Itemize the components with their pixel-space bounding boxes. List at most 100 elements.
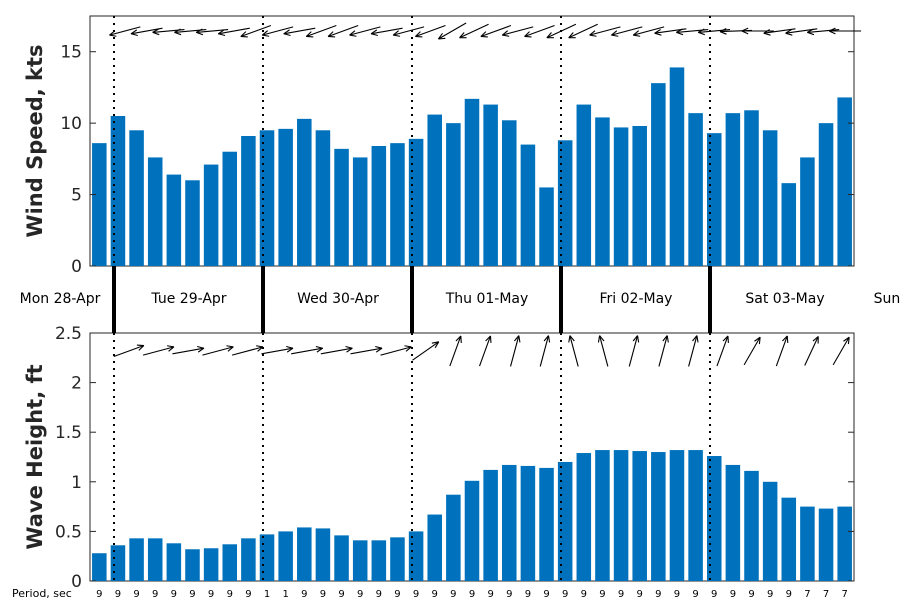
wind-y-axis-label: Wind Speed, kts [23, 44, 47, 237]
period-value: 9 [320, 589, 326, 600]
wind-bar [464, 98, 480, 266]
period-value: 9 [786, 589, 792, 600]
wind-direction-arrow [568, 23, 598, 39]
period-value: 9 [394, 589, 400, 600]
wave-direction-arrow [142, 345, 175, 356]
wave-bar [837, 506, 852, 581]
period-value: 9 [487, 589, 493, 600]
day-label: Sat 03-May [745, 291, 824, 307]
period-value: 9 [376, 589, 382, 600]
wind-direction-arrow [305, 25, 337, 38]
period-value: 9 [711, 589, 717, 600]
wave-bar [595, 450, 610, 581]
period-value: 9 [133, 589, 139, 600]
wave-direction-arrow [380, 345, 412, 356]
period-value: 9 [208, 589, 214, 600]
period-value: 9 [655, 589, 661, 600]
wind-direction-arrow [524, 25, 555, 38]
wind-bar [222, 151, 238, 266]
wave-direction-arrow [113, 344, 145, 357]
wave-bar [110, 545, 126, 581]
wave-direction-arrow [479, 335, 492, 367]
wind-bar [818, 123, 834, 266]
period-value: 9 [618, 589, 624, 600]
wave-direction-arrow [320, 345, 353, 355]
period-value: 9 [562, 589, 568, 600]
wind-bar [651, 83, 666, 266]
wind-direction-arrow [349, 26, 381, 37]
period-value: 9 [599, 589, 605, 600]
wave-bar [464, 480, 480, 581]
wind-bar [613, 127, 629, 267]
wave-bar [278, 531, 293, 581]
wind-bar [371, 146, 387, 266]
wind-bar [576, 104, 592, 266]
period-value: 9 [96, 589, 102, 600]
wave-direction-arrow [804, 336, 819, 366]
day-label: Thu 01-May [445, 291, 529, 307]
wind-bar [129, 130, 144, 266]
wave-bar [539, 467, 554, 581]
wave-height-panel: 0 0.5 1 1.5 2 2.5 Wave Height, ft [23, 324, 855, 592]
period-value: 9 [152, 589, 158, 600]
wind-bar [185, 180, 200, 266]
wind-ytick-label: 15 [60, 43, 82, 63]
wind-bar [334, 148, 349, 266]
day-label: Tue 29-Apr [150, 291, 226, 307]
wave-direction-arrow [597, 335, 609, 367]
wind-direction-arrow [611, 26, 643, 37]
wind-bar [278, 128, 293, 266]
wave-direction-arrow [628, 335, 640, 367]
wave-bar [203, 548, 219, 581]
wind-direction-arrow [697, 28, 731, 36]
period-value: 9 [506, 589, 512, 600]
wind-direction-arrow [741, 27, 774, 35]
wind-direction-arrow [217, 27, 250, 37]
wave-direction-arrow [261, 345, 294, 355]
wave-ytick-label: 1.5 [55, 423, 82, 443]
wind-bar [203, 164, 219, 266]
wind-bar [539, 187, 554, 266]
wave-bar [259, 534, 275, 581]
period-row: Period, sec 9 9 9 9 9 9 9 9 9 1 1 9 9 9 9 9 9 9 9 9 9 9 9 9 9 9 9 9… [12, 587, 848, 600]
wind-direction-arrow [130, 27, 163, 37]
wind-bar [427, 114, 442, 266]
wave-ytick-label: 0.5 [55, 522, 82, 542]
wind-direction-arrow [480, 25, 512, 38]
wind-bar [762, 130, 778, 266]
period-value: 9 [432, 589, 438, 600]
period-value: 9 [674, 589, 680, 600]
period-value: 9 [450, 589, 456, 600]
wind-bar [781, 183, 797, 266]
wind-direction-arrow [392, 26, 425, 37]
period-value: 9 [525, 589, 531, 600]
wave-bar [613, 450, 629, 581]
wave-direction-arrow [775, 335, 789, 367]
wave-direction-arrow [350, 345, 383, 355]
wind-bar [520, 144, 536, 266]
wave-direction-arrow [412, 341, 440, 361]
period-value: 7 [823, 589, 829, 600]
period-value: 9 [469, 589, 475, 600]
wind-bar [725, 113, 741, 266]
wave-bar [688, 450, 703, 581]
wind-direction-arrow [807, 28, 840, 36]
wind-direction-arrow [501, 26, 534, 37]
period-value: 1 [264, 589, 270, 600]
wave-direction-arrow [172, 345, 205, 355]
period-value: 9 [692, 589, 698, 600]
wind-bar [595, 117, 610, 267]
wave-bar [632, 451, 647, 581]
wave-bar [315, 528, 331, 581]
wind-bar [800, 157, 815, 266]
wave-bar [241, 538, 256, 581]
wave-ytick-label: 2.5 [55, 324, 82, 344]
wave-bar [800, 506, 815, 581]
period-value: 9 [227, 589, 233, 600]
wind-bar [166, 174, 182, 266]
wave-direction-arrow [832, 336, 850, 366]
wave-bar [92, 553, 107, 581]
period-value: 9 [357, 589, 363, 600]
wind-direction-arrow [261, 26, 294, 37]
wind-bar [744, 110, 759, 266]
